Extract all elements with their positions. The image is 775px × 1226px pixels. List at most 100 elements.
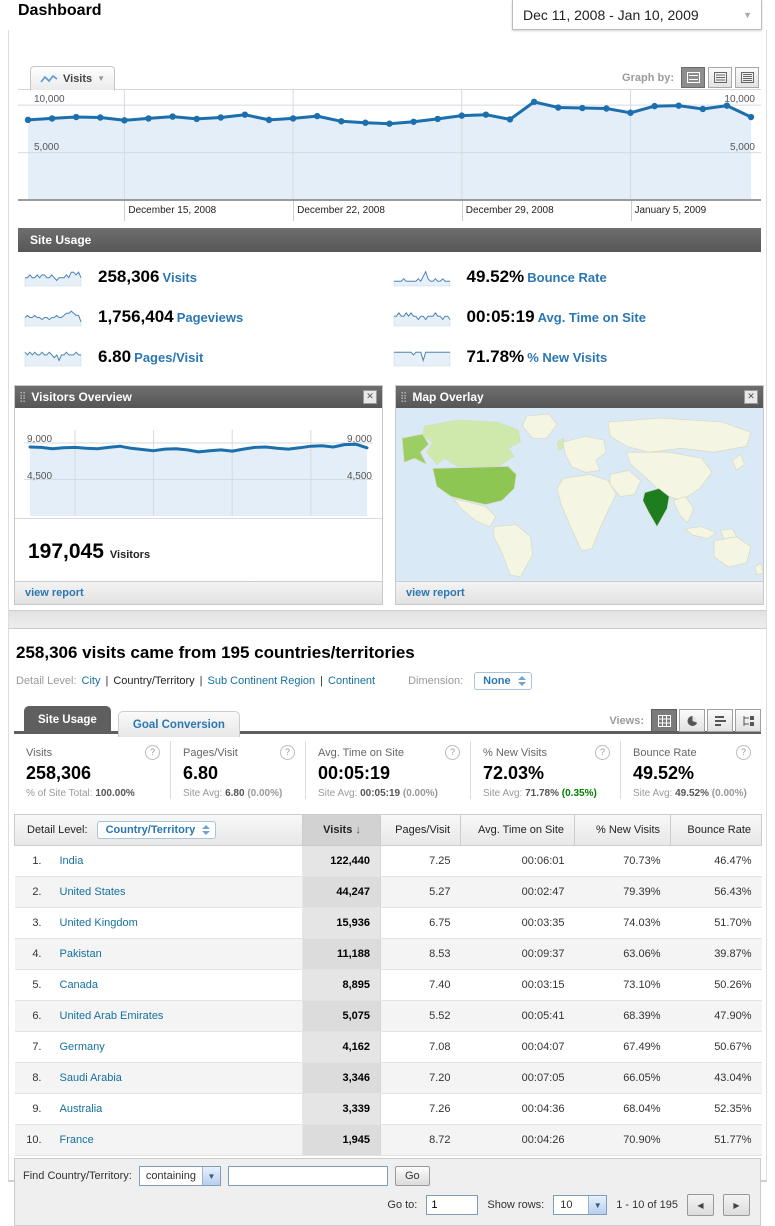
dimension-label: Dimension: — [408, 675, 464, 687]
country-link[interactable]: India — [59, 855, 84, 867]
close-icon[interactable]: ✕ — [363, 390, 377, 404]
separator: | — [320, 675, 324, 687]
cell-visits: 4,162 — [302, 1031, 381, 1063]
metric-label-link[interactable]: Pages/Visit — [134, 350, 204, 365]
metric-new-visits: 71.78% % New Visits — [393, 344, 762, 370]
scoreboard-sub-value: 49.52% — [675, 788, 709, 799]
country-link[interactable]: Canada — [59, 979, 99, 991]
cell-new-visits: 63.06% — [574, 938, 671, 970]
scoreboard-sub-prefix: Site Avg: — [318, 788, 358, 799]
cell-avg-time: 00:03:15 — [460, 969, 575, 1001]
previous-page-button[interactable]: ◀ — [687, 1194, 714, 1216]
row-rank: 6. — [32, 1010, 42, 1022]
chevron-down-icon: ▼ — [97, 74, 106, 83]
date-range-selector[interactable]: Dec 11, 2008 - Jan 10, 2009 ▼ — [512, 0, 762, 30]
view-table-button[interactable] — [651, 709, 677, 732]
y-axis-tick: 4,500 — [346, 471, 372, 482]
country-link[interactable]: United Arab Emirates — [59, 1010, 164, 1022]
metric-selector-tab[interactable]: Visits ▼ — [30, 66, 116, 91]
column-header-new-visits[interactable]: % New Visits — [574, 814, 671, 846]
separator: | — [199, 675, 203, 687]
chevron-updown-icon — [202, 825, 211, 835]
scoreboard-value: 72.03% — [483, 763, 545, 783]
graph-by-day-button[interactable] — [681, 67, 705, 88]
column-header-pages-visit[interactable]: Pages/Visit — [380, 814, 461, 846]
cell-visits: 11,188 — [302, 938, 381, 970]
country-link[interactable]: United Kingdom — [59, 917, 138, 929]
site-usage-header: Site Usage — [18, 228, 761, 252]
tab-goal-conversion[interactable]: Goal Conversion — [117, 711, 240, 737]
x-axis-tick-label: January 5, 2009 — [634, 205, 707, 216]
scoreboard-value: 00:05:19 — [318, 763, 391, 783]
help-icon[interactable]: ? — [595, 745, 610, 760]
show-rows-label: Show rows: — [487, 1199, 545, 1211]
country-link[interactable]: Australia — [59, 1103, 103, 1115]
country-link[interactable]: Pakistan — [59, 948, 102, 960]
country-link[interactable]: Germany — [59, 1041, 105, 1053]
view-pivot-button[interactable] — [735, 709, 761, 732]
metric-label-link[interactable]: Bounce Rate — [527, 270, 607, 285]
view-pie-button[interactable] — [679, 709, 705, 732]
map-overlay-header[interactable]: ⣿ Map Overlay ✕ — [396, 386, 763, 408]
visits-line-chart: 10,000 10,000 5,000 5,000 — [18, 89, 761, 200]
help-icon[interactable]: ? — [736, 745, 751, 760]
detail-level-continent-link[interactable]: Continent — [328, 675, 376, 687]
column-header-bounce-rate[interactable]: Bounce Rate — [670, 814, 762, 846]
close-icon[interactable]: ✕ — [744, 390, 758, 404]
find-mode-select[interactable]: containing ▼ — [138, 1166, 221, 1186]
find-input[interactable] — [227, 1166, 388, 1186]
column-header-visits[interactable]: Visits ↓ — [302, 814, 381, 846]
y-axis-tick: 9,000 — [27, 434, 53, 445]
go-button[interactable]: Go — [394, 1166, 430, 1186]
pagination-row: Go to: Show rows: 10 ▼ 1 - 10 of 195 ◀ ▶ — [23, 1194, 752, 1216]
view-bar-button[interactable] — [707, 709, 733, 732]
metric-label-link[interactable]: Visits — [162, 270, 197, 285]
help-icon[interactable]: ? — [280, 745, 295, 760]
cell-new-visits: 68.39% — [574, 1000, 671, 1032]
table-row: 6. United Arab Emirates 5,075 5.52 00:05:… — [14, 1000, 762, 1032]
metric-value: 6.80 — [98, 347, 132, 366]
country-link[interactable]: Saudi Arabia — [59, 1072, 122, 1084]
country-link[interactable]: France — [59, 1134, 94, 1146]
metric-label-link[interactable]: Avg. Time on Site — [537, 310, 646, 325]
dimension-dropdown[interactable]: None — [474, 672, 532, 690]
visitors-overview-header[interactable]: ⣿ Visitors Overview ✕ — [15, 386, 382, 408]
row-rank: 2. — [32, 886, 42, 898]
graph-by-month-button[interactable] — [735, 67, 759, 88]
goto-page-input[interactable] — [426, 1195, 479, 1215]
show-rows-select[interactable]: 10 ▼ — [553, 1195, 608, 1215]
section-divider — [9, 610, 766, 629]
table-row: 7. Germany 4,162 7.08 00:04:07 67.49% 50.… — [14, 1031, 762, 1063]
cell-bounce-rate: 52.35% — [670, 1093, 762, 1125]
graph-by-day-icon — [686, 72, 700, 83]
column-header-avg-time[interactable]: Avg. Time on Site — [460, 814, 575, 846]
detail-level-city-link[interactable]: City — [81, 675, 101, 687]
detail-level-subcontinent-link[interactable]: Sub Continent Region — [207, 675, 316, 687]
next-page-button[interactable]: ▶ — [723, 1194, 750, 1216]
table-header-row: Detail Level: Country/Territory Visits ↓ … — [14, 814, 762, 846]
dimension-value: None — [483, 675, 511, 687]
site-usage-metrics: 258,306 Visits 49.52% Bounce Rate 1,756,… — [18, 252, 761, 370]
tab-bar-baseline — [14, 731, 761, 734]
table-row: 10. France 1,945 8.72 00:04:26 70.90% 51.… — [14, 1124, 762, 1156]
table-row: 8. Saudi Arabia 3,346 7.20 00:07:05 66.05… — [14, 1062, 762, 1094]
metric-label-link[interactable]: % New Visits — [527, 350, 608, 365]
metric-label-link[interactable]: Pageviews — [176, 310, 244, 325]
map-overlay-widget: ⣿ Map Overlay ✕ — [395, 385, 764, 605]
view-report-link[interactable]: view report — [406, 587, 465, 599]
help-icon[interactable]: ? — [145, 745, 160, 760]
help-icon[interactable]: ? — [445, 745, 460, 760]
detail-level-dropdown[interactable]: Country/Territory — [96, 821, 217, 839]
tab-site-usage[interactable]: Site Usage — [24, 706, 111, 734]
view-report-link[interactable]: view report — [25, 587, 84, 599]
cell-bounce-rate: 50.26% — [670, 969, 762, 1001]
find-mode-value: containing — [145, 1170, 196, 1182]
graph-by-label: Graph by: — [622, 71, 674, 84]
table-row: 2. United States 44,247 5.27 00:02:47 79.… — [14, 876, 762, 908]
country-link[interactable]: United States — [59, 886, 126, 898]
y-axis-tick: 4,500 — [27, 471, 53, 482]
graph-by-week-button[interactable] — [708, 67, 732, 88]
scoreboard-delta: (0.00%) — [402, 788, 438, 799]
scoreboard-pages-visit: Pages/Visit? 6.80 Site Avg: 6.80 (0.00%) — [170, 741, 305, 799]
page-title: Dashboard — [18, 2, 102, 19]
